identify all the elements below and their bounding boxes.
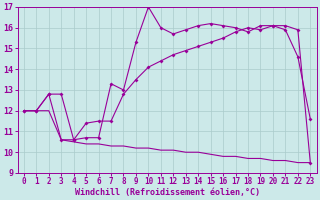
X-axis label: Windchill (Refroidissement éolien,°C): Windchill (Refroidissement éolien,°C)	[75, 188, 260, 197]
